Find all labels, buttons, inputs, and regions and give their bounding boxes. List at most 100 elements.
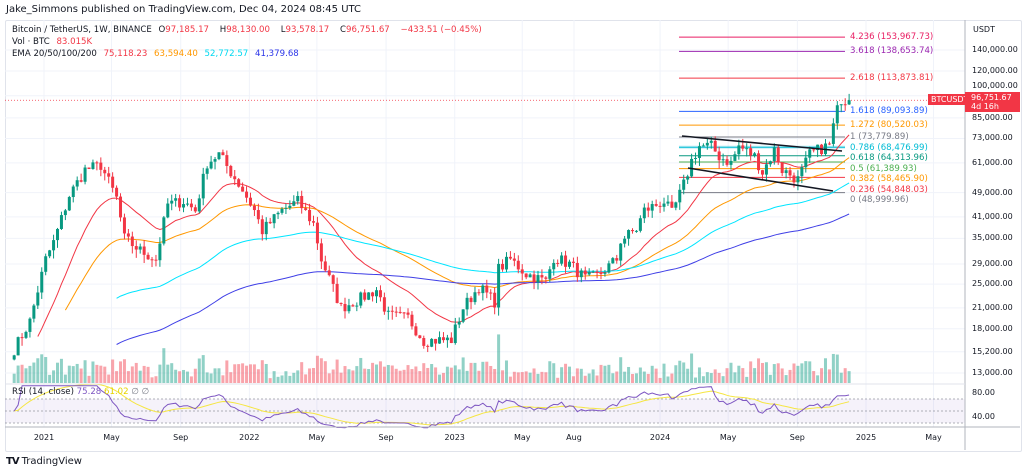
high-value: 98,130.00 [226, 25, 270, 35]
symbol-title[interactable]: Bitcoin / TetherUS, 1W, BINANCE [12, 25, 152, 35]
candle-body [422, 338, 426, 346]
candle-body [63, 210, 67, 216]
candle-body [493, 292, 497, 308]
volume-bars [12, 334, 851, 383]
volume-bar [816, 375, 820, 383]
candle-body [670, 201, 674, 208]
candle-body [713, 140, 717, 152]
volume-bar [678, 360, 682, 383]
volume-bar [623, 371, 627, 383]
candle-body [213, 159, 217, 162]
rsi-label: RSI (14, close) [12, 387, 74, 397]
candle-body [59, 215, 63, 229]
fib-ratio: 1.618 [850, 106, 875, 117]
candle-body [808, 149, 812, 158]
volume-bar [410, 369, 414, 383]
candle-body [453, 324, 457, 344]
volume-bar [607, 364, 611, 383]
candle-body [48, 250, 52, 257]
candle-body [248, 197, 252, 206]
volume-bar [260, 360, 264, 383]
candle-body [705, 142, 709, 146]
volume-bar [658, 377, 662, 383]
tradingview-logo[interactable]: TV TradingView [6, 456, 82, 467]
volume-bar [477, 370, 481, 383]
candle-body [327, 270, 331, 276]
volume-bar [24, 368, 28, 383]
legend-volume[interactable]: Vol · BTC 83.015K [12, 37, 96, 47]
volume-bar [201, 355, 205, 383]
fib-price: 48,999.96 [861, 195, 906, 206]
volume-bar [122, 359, 126, 383]
candle-body [150, 259, 154, 261]
volume-bar [788, 369, 792, 383]
volume-bar [560, 367, 564, 383]
candle-body [839, 104, 843, 106]
currency-unit[interactable]: USDT [967, 22, 1017, 38]
volume-bar [843, 368, 847, 383]
volume-bar [611, 373, 615, 383]
ema100-value: 52,772.57 [204, 49, 249, 59]
rsi-pane [5, 383, 965, 429]
candle-body [288, 205, 292, 208]
volume-bar [579, 368, 583, 383]
candle-body [347, 305, 351, 312]
volume-bar [166, 364, 170, 383]
candle-body [162, 217, 166, 244]
volume-bar [36, 358, 40, 383]
candle-body [524, 273, 528, 278]
volume-bar [737, 365, 741, 383]
volume-bar [87, 375, 91, 383]
candle-body [256, 210, 260, 220]
candle-body [461, 309, 465, 322]
candle-body [477, 292, 481, 294]
price-tick: 73,000.00 [972, 133, 1013, 143]
ema200-value: 41,379.68 [255, 49, 299, 59]
time-tick: Sep [789, 433, 805, 442]
candle-body [107, 173, 111, 177]
volume-bar [504, 360, 508, 383]
volume-bar [591, 369, 595, 383]
volume-bar [827, 369, 831, 383]
candle-body [371, 292, 375, 297]
candle-body [438, 337, 442, 344]
volume-bar [457, 369, 461, 383]
volume-bar [426, 367, 430, 383]
price-tick: 29,000.00 [972, 258, 1013, 268]
fib-ratio: 0 [850, 195, 856, 206]
candle-body [209, 161, 213, 169]
candle-body [737, 145, 741, 155]
time-tick: 2025 [855, 433, 877, 442]
candle-body [71, 186, 75, 198]
price-tick: 120,000.00 [972, 65, 1018, 75]
candle-body [272, 214, 276, 224]
fib-extension [679, 36, 845, 194]
candle-body [725, 159, 729, 165]
legend-rsi[interactable]: RSI (14, close) 75.28 61.02 ∅ ∅ [12, 387, 149, 397]
volume-bar [44, 357, 48, 383]
candle-body [351, 305, 355, 307]
volume-bar [650, 365, 654, 383]
fib-price: 54,848.03 [880, 184, 925, 195]
fib-price: 68,476.99 [880, 142, 925, 153]
legend-ema[interactable]: EMA 20/50/100/200 75,118.23 63,594.40 52… [12, 49, 303, 59]
candle-body [666, 201, 670, 204]
fib-level-label: 0.786 (68,476.99) [850, 142, 928, 153]
candle-body [410, 314, 414, 327]
candle-body [426, 345, 430, 347]
candle-body [142, 246, 146, 255]
volume-bar [705, 372, 709, 383]
price-tick: 25,000.00 [972, 279, 1013, 289]
candle-body [146, 254, 150, 260]
candle-body [583, 270, 587, 275]
volume-bar [571, 376, 575, 383]
candle-body [615, 258, 619, 261]
fib-price: 153,967.73 [880, 32, 930, 43]
candle-body [178, 198, 182, 208]
volume-bar [12, 373, 16, 383]
candle-body [44, 256, 48, 272]
volume-bar [150, 377, 154, 383]
fib-ratio: 4.236 [850, 32, 875, 43]
candle-body [729, 160, 733, 165]
